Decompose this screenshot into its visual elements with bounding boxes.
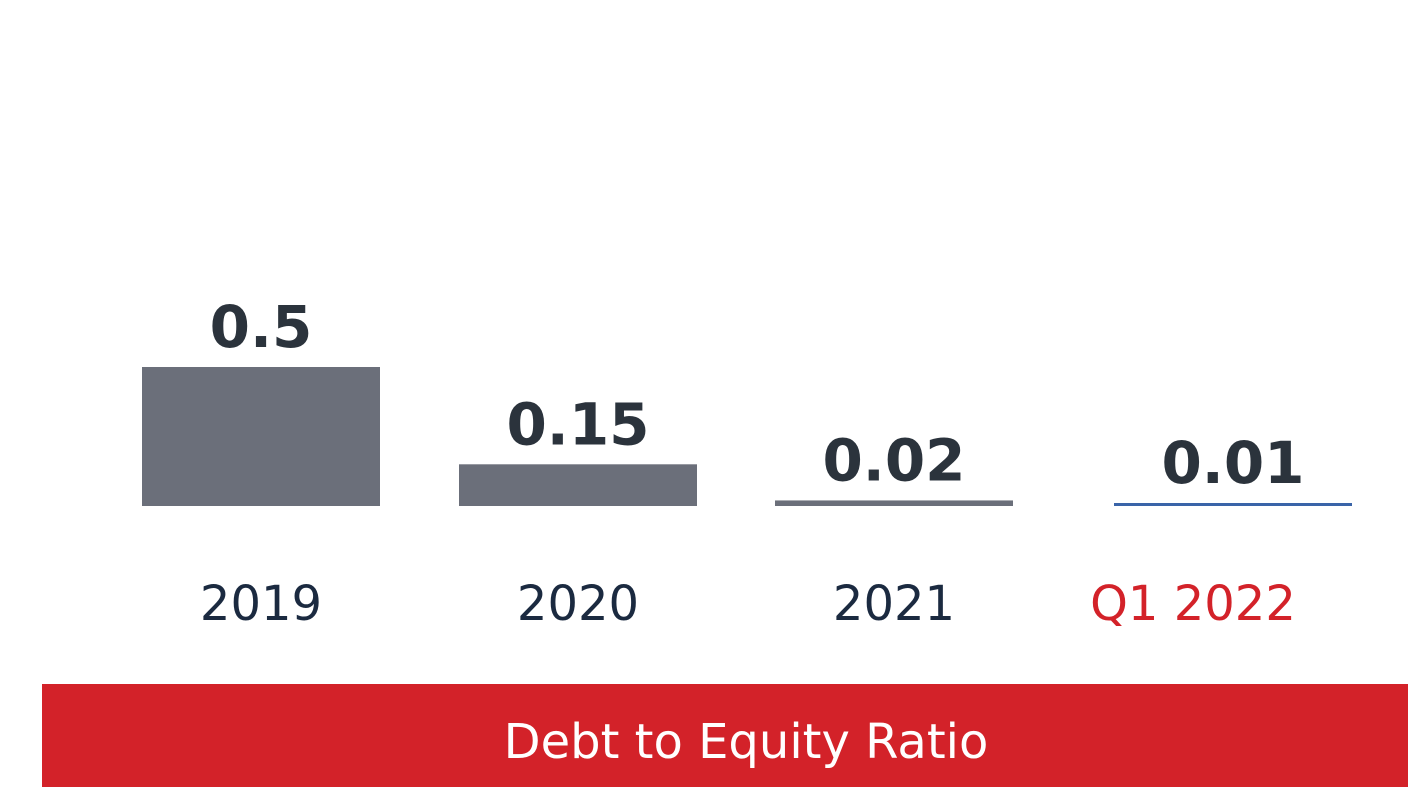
- value-label: 0.02: [822, 426, 965, 494]
- category-label: 2020: [517, 576, 639, 632]
- category-label: Q1 2022: [1090, 576, 1296, 632]
- bar: [1114, 503, 1352, 506]
- value-label: 0.15: [506, 390, 649, 458]
- title-banner: [42, 684, 1408, 787]
- category-label: 2019: [200, 576, 322, 632]
- value-label: 0.5: [210, 293, 313, 361]
- bar: [775, 500, 1013, 506]
- bar: [459, 464, 697, 506]
- category-label: 2021: [833, 576, 955, 632]
- bar: [142, 367, 380, 506]
- chart-title: Debt to Equity Ratio: [504, 714, 989, 770]
- value-label: 0.01: [1161, 429, 1304, 497]
